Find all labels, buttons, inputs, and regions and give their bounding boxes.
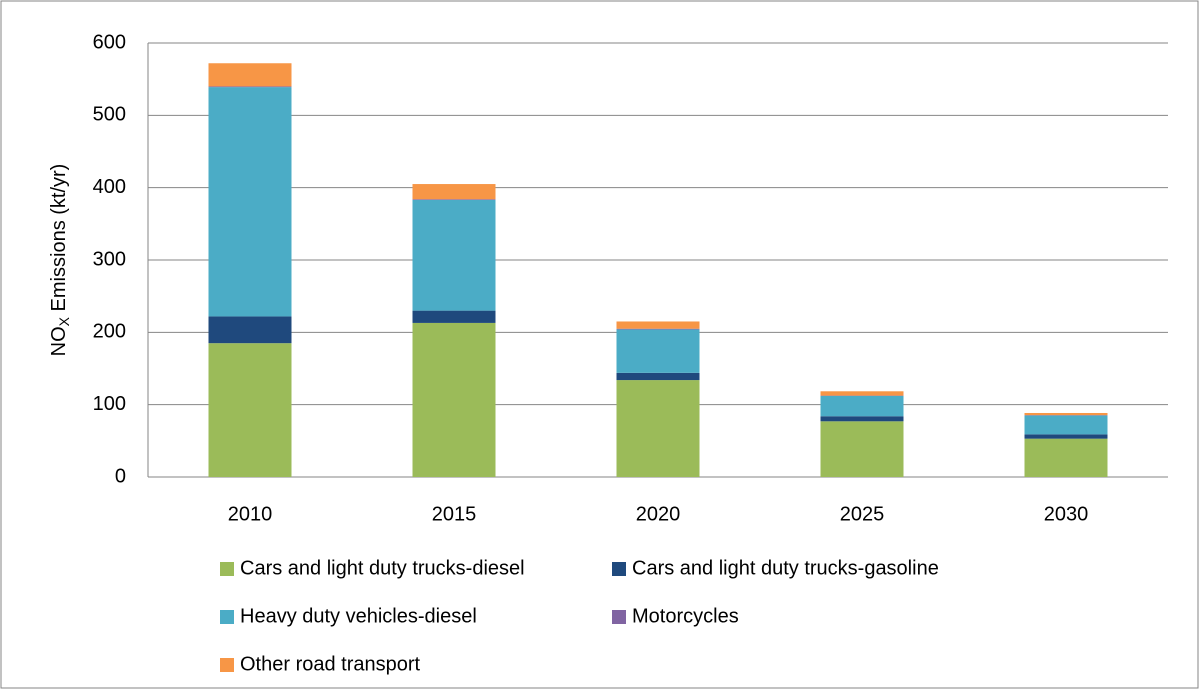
bar-segment (412, 199, 496, 311)
bar-segment (616, 380, 700, 477)
bar-segment (1024, 415, 1108, 435)
legend-label: Motorcycles (632, 605, 739, 627)
y-label-part: NO (48, 326, 70, 356)
legend-label: Cars and light duty trucks-gasoline (632, 557, 939, 579)
bar-segment (616, 329, 700, 373)
bar-segment (412, 184, 496, 200)
bar-segment (1024, 412, 1108, 416)
bar-segment (208, 63, 292, 87)
bar-segment (208, 87, 292, 317)
legend-label: Other road transport (240, 653, 421, 675)
x-tick-label: 2010 (228, 503, 273, 525)
bar-segment (208, 343, 292, 477)
x-tick-label: 2030 (1044, 503, 1089, 525)
bar-segment (208, 86, 292, 88)
bar-segment (820, 421, 904, 477)
legend-swatch (612, 562, 626, 576)
y-tick-label: 300 (93, 248, 126, 270)
bar-segment (820, 416, 904, 422)
y-axis-label: NOX Emissions (kt/yr) (48, 164, 71, 357)
y-tick-label: 200 (93, 321, 126, 343)
legend-swatch (220, 610, 234, 624)
bar-segment (616, 321, 700, 329)
bar-segment (820, 391, 904, 396)
legend-label: Cars and light duty trucks-diesel (240, 557, 525, 579)
bar-segment (616, 372, 700, 381)
y-tick-label: 500 (93, 104, 126, 126)
legend-swatch (220, 562, 234, 576)
y-tick-label: 100 (93, 393, 126, 415)
legend-label: Heavy duty vehicles-diesel (240, 605, 477, 627)
x-tick-label: 2020 (636, 503, 681, 525)
y-tick-label: 0 (115, 465, 126, 487)
y-label-part: Emissions (kt/yr) (48, 164, 70, 317)
bar-segment (1024, 438, 1108, 477)
y-tick-label: 400 (93, 176, 126, 198)
bar-segment (616, 328, 700, 330)
x-tick-label: 2025 (840, 503, 885, 525)
y-label-sub: X (56, 316, 72, 326)
y-tick-label: 600 (93, 31, 126, 53)
legend-swatch (220, 658, 234, 672)
bar-segment (208, 316, 292, 344)
bar-segment (412, 322, 496, 477)
bar-segment (412, 199, 496, 200)
bar-segment (820, 395, 904, 417)
x-tick-label: 2015 (432, 503, 477, 525)
legend-swatch (612, 610, 626, 624)
bar-segment (412, 310, 496, 323)
bar-segment (1024, 434, 1108, 439)
